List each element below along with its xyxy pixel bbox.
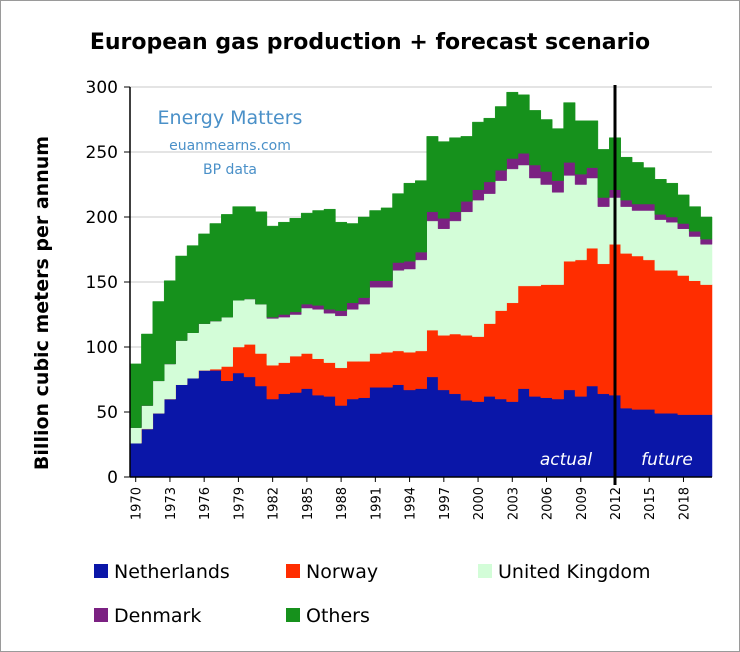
legend-swatch-netherlands	[94, 564, 108, 578]
stacked-areas	[129, 91, 713, 478]
x-tick-label: 1997	[438, 487, 453, 520]
x-tick-label: 1991	[369, 487, 384, 520]
legend-label-others: Others	[306, 605, 370, 627]
legend-label-denmark: Denmark	[114, 605, 201, 627]
legend: Netherlands Norway United Kingdom Denmark Ot…	[94, 561, 651, 627]
x-tick-label: 2006	[541, 487, 556, 520]
watermark-line-2: euanmearns.com	[169, 138, 291, 154]
x-tick-label: 1994	[404, 487, 419, 520]
axes	[124, 86, 712, 482]
y-tick-label: 50	[96, 403, 118, 423]
y-tick-label: 200	[86, 208, 118, 228]
legend-label-norway: Norway	[306, 561, 378, 583]
legend-swatch-norway	[286, 564, 300, 578]
watermark-line-1: Energy Matters	[158, 107, 303, 129]
legend-label-united-kingdom: United Kingdom	[498, 561, 651, 583]
x-tick-label: 1973	[164, 487, 179, 520]
y-tick-label: 250	[86, 143, 118, 163]
x-tick-label: 2015	[643, 487, 658, 520]
y-axis-label: Billion cubic meters per annum	[31, 136, 53, 470]
y-tick-label: 100	[86, 338, 118, 358]
y-tick-label: 0	[107, 468, 118, 488]
x-tick-label: 2018	[678, 487, 693, 520]
x-tick-label: 2003	[506, 487, 521, 520]
x-tick-label: 1979	[232, 487, 247, 520]
y-tick-labels: 0 50 100 150 200 250 300	[86, 78, 118, 488]
watermark: Energy Matters euanmearns.com BP data	[158, 107, 303, 178]
annotation-future: future	[641, 450, 693, 470]
x-tick-label: 1988	[335, 487, 350, 520]
y-tick-label: 300	[86, 78, 118, 98]
legend-swatch-united-kingdom	[478, 564, 492, 578]
x-tick-label: 1970	[130, 487, 145, 520]
y-tick-label: 150	[86, 273, 118, 293]
x-tick-label: 1985	[301, 487, 316, 520]
series-area-others	[129, 91, 713, 428]
legend-swatch-denmark	[94, 608, 108, 622]
legend-swatch-others	[286, 608, 300, 622]
x-tick-label: 2000	[472, 487, 487, 520]
legend-label-netherlands: Netherlands	[114, 561, 230, 583]
watermark-line-3: BP data	[203, 162, 257, 178]
x-tick-label: 2009	[575, 487, 590, 520]
x-tick-label: 2012	[609, 487, 624, 520]
chart-title: European gas production + forecast scena…	[90, 30, 650, 55]
x-tick-labels: 1970 1973 1976 1979 1982 1985 1988 1991 1994 1997…	[130, 487, 693, 520]
annotation-actual: actual	[540, 450, 593, 470]
x-tick-label: 1976	[198, 487, 213, 520]
x-tick-label: 1982	[267, 487, 282, 520]
